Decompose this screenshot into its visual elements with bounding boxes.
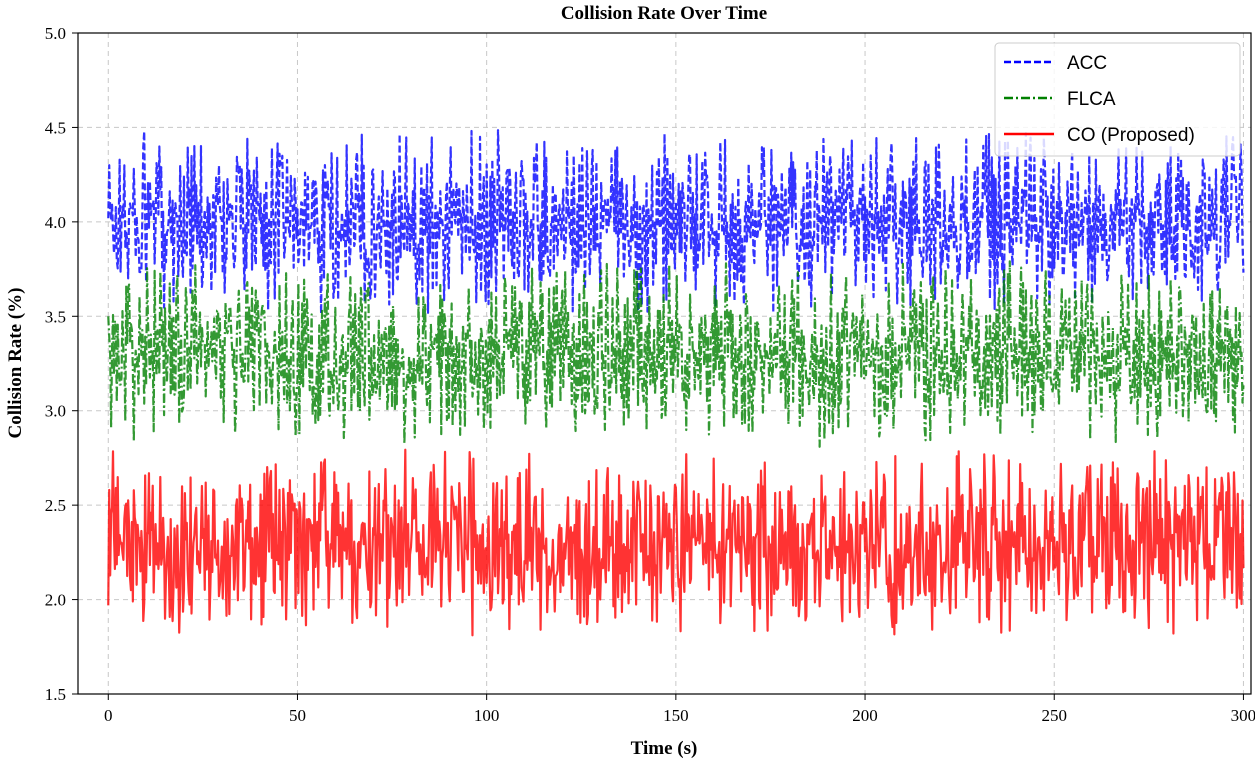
x-axis-title: Time (s) <box>631 738 698 759</box>
y-axis-title: Collision Rate (%) <box>5 288 26 439</box>
legend-label: ACC <box>1067 53 1107 74</box>
x-tick-label: 200 <box>852 706 878 725</box>
legend-label: FLCA <box>1067 89 1116 110</box>
y-tick-label: 3.0 <box>45 402 66 421</box>
x-tick-label: 250 <box>1041 706 1067 725</box>
y-tick-label: 5.0 <box>45 24 66 43</box>
y-tick-label: 3.5 <box>45 307 66 326</box>
y-tick-label: 4.5 <box>45 118 66 137</box>
x-axis: 0 50 100 150 200 250 300 <box>104 694 1255 725</box>
y-tick-label: 1.5 <box>45 685 66 704</box>
x-tick-label: 150 <box>663 706 689 725</box>
y-tick-label: 2.0 <box>45 591 66 610</box>
x-tick-label: 50 <box>289 706 306 725</box>
y-axis: 1.5 2.0 2.5 3.0 3.5 4.0 4.5 5.0 <box>45 24 78 704</box>
plot-frame <box>77 32 1252 695</box>
chart-title: Collision Rate Over Time <box>561 3 767 24</box>
legend-box <box>994 42 1241 157</box>
series-layer <box>107 129 1245 637</box>
series-line-flca <box>107 260 1245 448</box>
y-tick-label: 4.0 <box>45 213 66 232</box>
x-tick-label: 300 <box>1231 706 1255 725</box>
legend-label: CO (Proposed) <box>1067 125 1195 146</box>
series-line-acc <box>107 129 1245 315</box>
legend: ACC FLCA CO (Proposed) <box>994 42 1241 157</box>
x-tick-label: 0 <box>104 706 113 725</box>
y-tick-label: 2.5 <box>45 496 66 515</box>
series-line-co-proposed <box>107 448 1245 637</box>
x-tick-label: 100 <box>474 706 500 725</box>
